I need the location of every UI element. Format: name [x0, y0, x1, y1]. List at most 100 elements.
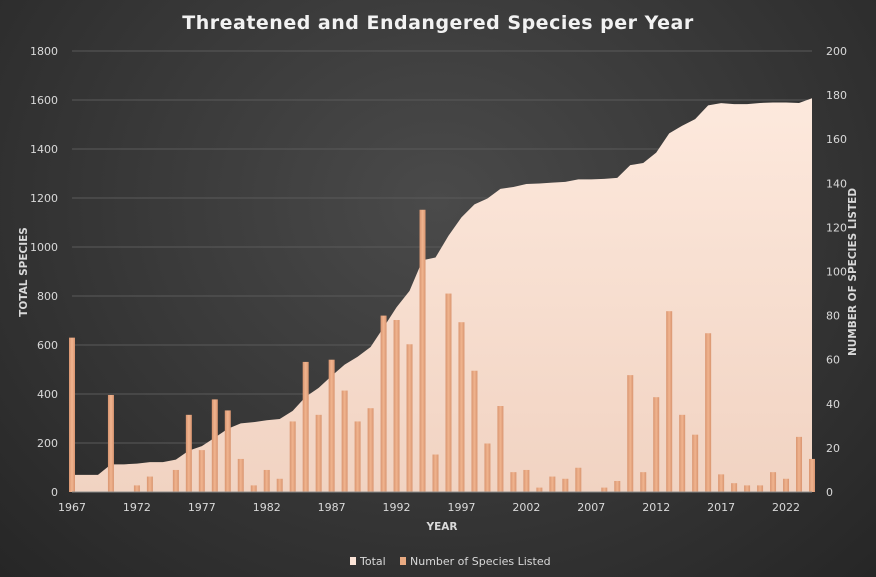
bar-2001: [510, 472, 517, 492]
bar-1999: [484, 443, 491, 492]
bar-1967: [69, 337, 75, 492]
bar-1980: [237, 458, 244, 492]
x-tick-label: 2007: [577, 501, 605, 514]
legend-swatch-total: [350, 557, 356, 565]
x-tick-label: 2002: [512, 501, 540, 514]
x-axis-ticks: 1967 1972 1977 1982 1987 1992 1997 2002 2007 2012…: [58, 501, 800, 514]
bar-2012: [653, 397, 660, 492]
bar-1997: [458, 322, 465, 492]
bar-1994: [419, 209, 426, 492]
right-tick-label: 200: [826, 45, 847, 58]
bar-1990: [367, 408, 374, 492]
left-tick-label: 1600: [30, 94, 58, 107]
bar-2016: [705, 333, 712, 492]
x-tick-label: 1977: [188, 501, 216, 514]
left-tick-label: 800: [37, 290, 58, 303]
bar-2024: [809, 458, 815, 492]
bar-1995: [432, 454, 439, 492]
bar-1996: [445, 293, 452, 492]
x-tick-label: 1972: [123, 501, 151, 514]
bar-2018: [731, 483, 738, 492]
bar-1981: [250, 485, 257, 492]
bar-1970: [107, 394, 114, 492]
bar-1978: [211, 399, 218, 492]
bar-2019: [744, 485, 751, 492]
left-tick-label: 1800: [30, 45, 58, 58]
x-axis-title: YEAR: [426, 521, 458, 533]
left-tick-label: 1400: [30, 143, 58, 156]
x-tick-label: 1967: [58, 501, 86, 514]
bar-1998: [471, 370, 478, 492]
bar-2011: [640, 472, 647, 492]
bar-1983: [276, 478, 283, 492]
species-listed-bar-series: [69, 209, 815, 492]
legend-label-species-listed: Number of Species Listed: [410, 555, 551, 568]
legend: Total Number of Species Listed: [350, 555, 551, 568]
bar-2006: [575, 467, 582, 492]
right-tick-label: 100: [826, 266, 847, 279]
left-tick-label: 200: [37, 437, 58, 450]
left-axis-ticks: 0 200 400 600 800 1000 1200 1400 1600 1800: [30, 45, 58, 499]
bar-2005: [562, 478, 569, 492]
left-axis-title: TOTAL SPECIES: [18, 227, 30, 317]
x-tick-label: 2022: [772, 501, 800, 514]
left-tick-label: 1200: [30, 192, 58, 205]
bar-1973: [146, 476, 153, 492]
x-tick-label: 1992: [383, 501, 411, 514]
bar-1975: [172, 469, 179, 492]
left-tick-label: 600: [37, 339, 58, 352]
bar-2010: [627, 375, 634, 492]
bar-2002: [523, 469, 530, 492]
total-area-series: [72, 98, 812, 492]
x-tick-label: 2012: [642, 501, 670, 514]
right-tick-label: 40: [826, 398, 840, 411]
bar-1979: [224, 410, 231, 492]
bar-1977: [198, 450, 205, 492]
bar-1976: [185, 414, 192, 492]
bar-1984: [289, 421, 296, 492]
left-tick-label: 0: [51, 486, 58, 499]
right-tick-label: 180: [826, 89, 847, 102]
right-tick-label: 140: [826, 177, 847, 190]
bar-2015: [692, 434, 699, 492]
bar-1987: [328, 359, 335, 492]
bar-2013: [666, 311, 673, 492]
x-tick-label: 1982: [253, 501, 281, 514]
bar-1986: [315, 414, 322, 492]
right-tick-label: 20: [826, 442, 840, 455]
bar-2003: [536, 487, 543, 492]
bar-2004: [549, 476, 556, 492]
bar-2014: [679, 414, 686, 492]
bar-2022: [783, 478, 790, 492]
bar-1992: [393, 320, 400, 492]
total-area: [72, 98, 812, 492]
bar-1982: [263, 469, 270, 492]
right-tick-label: 80: [826, 310, 840, 323]
bar-2009: [614, 480, 621, 492]
bar-1988: [341, 390, 348, 492]
legend-label-total: Total: [359, 555, 386, 568]
x-tick-label: 1997: [447, 501, 475, 514]
x-tick-label: 1987: [318, 501, 346, 514]
bar-2008: [601, 487, 608, 492]
bar-1991: [380, 315, 387, 492]
bar-1989: [354, 421, 361, 492]
bar-1985: [302, 361, 309, 492]
bar-2017: [718, 474, 725, 492]
bar-1993: [406, 344, 413, 492]
x-tick-label: 2017: [707, 501, 735, 514]
chart-title: Threatened and Endangered Species per Ye…: [182, 12, 694, 34]
right-tick-label: 0: [826, 486, 833, 499]
bar-1972: [133, 485, 140, 492]
right-axis-ticks: 0 20 40 60 80 100 120 140 160 180 200: [826, 45, 847, 499]
bar-2020: [757, 485, 764, 492]
left-tick-label: 400: [37, 388, 58, 401]
bar-2000: [497, 406, 504, 492]
legend-swatch-species-listed: [400, 557, 406, 565]
right-axis-title: NUMBER OF SPECIES LISTED: [847, 188, 859, 356]
right-tick-label: 120: [826, 221, 847, 234]
bar-2023: [796, 436, 803, 492]
right-tick-label: 160: [826, 133, 847, 146]
bar-2021: [770, 472, 777, 492]
